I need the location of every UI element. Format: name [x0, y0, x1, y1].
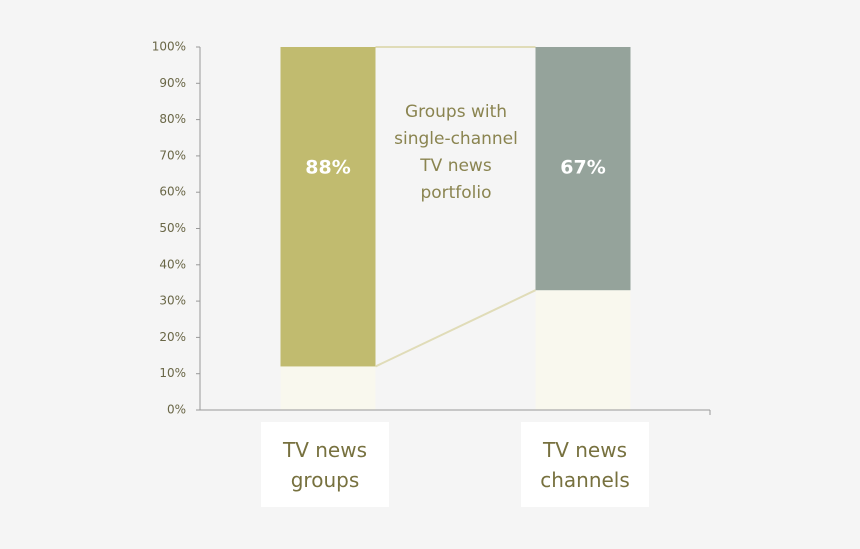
annotation: Groups with single-channel TV news portf…: [394, 102, 518, 203]
bar-segment: [280, 47, 376, 367]
x-tick-label: TV news groups: [261, 422, 389, 507]
y-tick-label: 40%: [159, 257, 186, 271]
y-tick-label: 80%: [159, 112, 186, 126]
bar-segment: [280, 366, 376, 410]
y-tick-label: 50%: [159, 221, 186, 235]
y-tick-label: 60%: [159, 185, 186, 199]
value-label: 67%: [560, 157, 605, 179]
bar-segment: [535, 47, 631, 291]
y-tick-label: 90%: [159, 76, 186, 90]
connector: [375, 289, 536, 368]
y-tick-label: 30%: [159, 294, 186, 308]
y-tick-label: 20%: [159, 330, 186, 344]
y-tick-label: 70%: [159, 148, 186, 162]
bar-segment: [535, 290, 631, 410]
x-tick-label: TV news channels: [521, 422, 649, 507]
y-tick-label: 0%: [167, 403, 186, 417]
y-tick-label: 10%: [159, 366, 186, 380]
y-tick-label: 100%: [152, 40, 186, 54]
value-label: 88%: [305, 157, 350, 179]
